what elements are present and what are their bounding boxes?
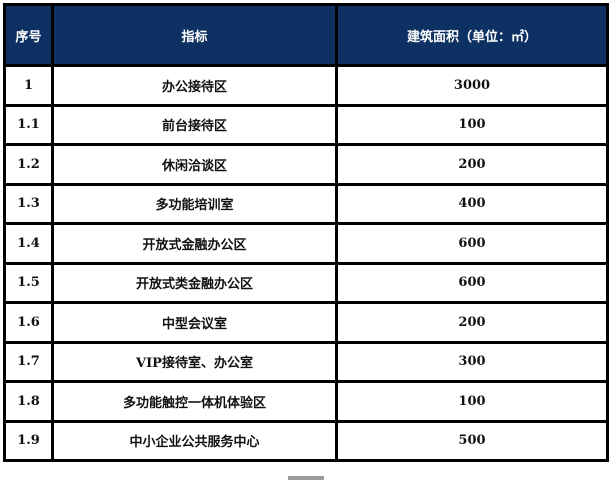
- table-row: 1.2 休闲洽谈区 200: [3, 143, 609, 186]
- cell-area: 100: [335, 103, 609, 146]
- cell-area: 3000: [335, 64, 609, 107]
- scroll-indicator: [288, 476, 324, 480]
- cell-area: 600: [335, 222, 609, 265]
- cell-no: 1.5: [3, 261, 54, 304]
- cell-item: 办公接待区: [51, 64, 338, 107]
- cell-item: 前台接待区: [51, 103, 338, 146]
- cell-item: 中型会议室: [51, 301, 338, 344]
- cell-area: 200: [335, 301, 609, 344]
- cell-no: 1.1: [3, 103, 54, 146]
- table-row: 1.4 开放式金融办公区 600: [3, 222, 609, 265]
- cell-area: 600: [335, 261, 609, 304]
- header-no: 序号: [3, 3, 54, 67]
- cell-area: 300: [335, 340, 609, 383]
- cell-item: 开放式金融办公区: [51, 222, 338, 265]
- table-row: 1.7 VIP接待室、办公室 300: [3, 340, 609, 383]
- cell-item: 开放式类金融办公区: [51, 261, 338, 304]
- cell-item: 中小企业公共服务中心: [51, 419, 338, 462]
- cell-no: 1.6: [3, 301, 54, 344]
- cell-no: 1.2: [3, 143, 54, 186]
- header-row: 序号 指标 建筑面积（单位：㎡）: [3, 3, 609, 67]
- cell-no: 1.7: [3, 340, 54, 383]
- table-row: 1.6 中型会议室 200: [3, 301, 609, 344]
- header-item: 指标: [51, 3, 338, 67]
- table-row: 1.5 开放式类金融办公区 600: [3, 261, 609, 304]
- cell-no: 1.8: [3, 380, 54, 423]
- cell-item: 多功能培训室: [51, 182, 338, 225]
- cell-no: 1.4: [3, 222, 54, 265]
- cell-area: 400: [335, 182, 609, 225]
- area-table: 序号 指标 建筑面积（单位：㎡） 1 办公接待区 3000 1.1 前台接待区 100 1.…: [3, 3, 609, 462]
- cell-item: 多功能触控一体机体验区: [51, 380, 338, 423]
- table-row: 1.3 多功能培训室 400: [3, 182, 609, 225]
- table-row: 1.1 前台接待区 100: [3, 103, 609, 146]
- cell-item: VIP接待室、办公室: [51, 340, 338, 383]
- cell-no: 1.9: [3, 419, 54, 462]
- header-area: 建筑面积（单位：㎡）: [335, 3, 609, 67]
- table-row: 1.8 多功能触控一体机体验区 100: [3, 380, 609, 423]
- cell-no: 1: [3, 64, 54, 107]
- cell-area: 100: [335, 380, 609, 423]
- table-row: 1.9 中小企业公共服务中心 500: [3, 419, 609, 462]
- table-row: 1 办公接待区 3000: [3, 64, 609, 107]
- cell-item: 休闲洽谈区: [51, 143, 338, 186]
- cell-no: 1.3: [3, 182, 54, 225]
- cell-area: 200: [335, 143, 609, 186]
- cell-area: 500: [335, 419, 609, 462]
